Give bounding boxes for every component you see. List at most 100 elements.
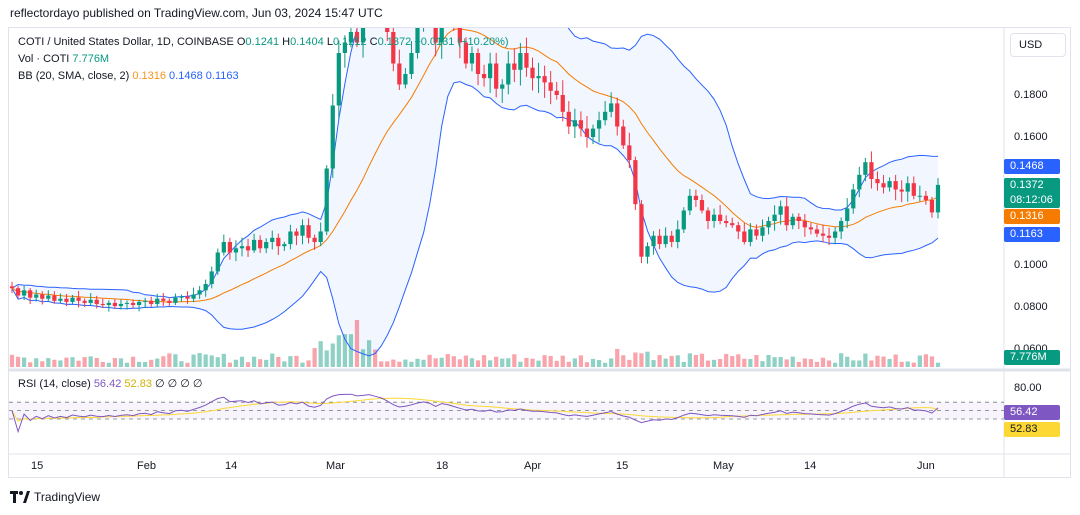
- time-tick: Mar: [326, 460, 345, 472]
- candle-body: [9, 286, 15, 289]
- time-tick: Jun: [917, 460, 935, 472]
- volume-bar: [21, 357, 27, 367]
- volume-bar: [911, 362, 916, 367]
- rsi-badge: 56.42: [1004, 405, 1060, 420]
- volume-bar: [869, 360, 874, 367]
- candle-body: [324, 168, 329, 232]
- volume-bar: [403, 359, 408, 367]
- volume-bar: [627, 359, 632, 367]
- tradingview-logo-icon: [10, 491, 30, 503]
- volume-bar: [615, 348, 620, 367]
- volume-bar: [802, 358, 807, 367]
- legend-bb-lower: 0.1163: [205, 70, 239, 82]
- candle-body: [875, 179, 880, 184]
- candle-body: [754, 229, 759, 236]
- volume-bar: [76, 360, 81, 367]
- volume-bar: [899, 361, 904, 367]
- footer-brand: TradingView: [34, 490, 101, 504]
- candle-body: [294, 231, 299, 236]
- volume-bar: [112, 358, 118, 367]
- countdown-value: 08:12:06: [1010, 194, 1053, 206]
- volume-bar: [736, 354, 741, 367]
- volume-bar: [572, 358, 577, 367]
- candle-body: [645, 246, 650, 257]
- candle-body: [742, 231, 747, 242]
- volume-bar: [881, 356, 886, 367]
- candle-body: [203, 284, 208, 291]
- legend-volume-row[interactable]: Vol · COTI 7.776M: [18, 53, 109, 65]
- candle-body: [560, 95, 565, 112]
- legend-rsi-extra: ∅ ∅ ∅ ∅: [155, 378, 203, 390]
- candle-body: [469, 53, 475, 64]
- volume-bar: [203, 354, 208, 367]
- candle-body: [784, 206, 789, 226]
- candle-body: [233, 248, 239, 253]
- volume-bar: [179, 361, 184, 367]
- candle-body: [639, 204, 644, 257]
- volume-bar: [457, 359, 462, 367]
- volume-bar: [34, 358, 39, 367]
- rsi-pane[interactable]: [9, 393, 1004, 434]
- volume-bar: [312, 348, 317, 367]
- candle-body: [657, 235, 662, 245]
- legend-rsi-row[interactable]: RSI (14, close) 56.42 52.83 ∅ ∅ ∅ ∅: [18, 377, 203, 390]
- volume-bar: [609, 358, 614, 367]
- candle-body: [94, 299, 99, 304]
- candle-body: [264, 242, 269, 249]
- candle-body: [270, 237, 275, 242]
- volume-bar: [421, 359, 426, 367]
- legend-change: +0.0131 (+10.20%): [414, 36, 509, 48]
- volume-bar: [276, 356, 281, 367]
- candle-body: [603, 111, 608, 121]
- candle-body: [621, 126, 626, 146]
- price-pane[interactable]: [9, 0, 941, 367]
- candle-body: [52, 295, 57, 301]
- volume-bar: [633, 352, 638, 367]
- volume-bar: [282, 361, 287, 367]
- candle-body: [21, 290, 27, 296]
- candle-body: [481, 74, 487, 79]
- candle-body: [851, 189, 856, 209]
- volume-bar: [270, 353, 275, 367]
- candle-body: [500, 84, 505, 89]
- volume-bar: [475, 360, 481, 367]
- candle-body: [143, 300, 148, 302]
- candle-body: [457, 28, 462, 43]
- bb-mid-badge: 0.1316: [1004, 209, 1060, 224]
- volume-bar: [149, 359, 154, 367]
- volume-bar: [711, 359, 717, 367]
- volume-bar: [143, 361, 148, 367]
- volume-bar: [336, 335, 341, 367]
- time-tick: 15: [31, 460, 44, 472]
- volume-bar: [124, 362, 130, 367]
- candle-body: [173, 297, 178, 303]
- volume-bar: [548, 356, 553, 367]
- volume-bar: [167, 353, 172, 367]
- candle-body: [887, 181, 892, 188]
- volume-bar: [730, 356, 735, 367]
- legend-bb-row[interactable]: BB (20, SMA, close, 2) 0.1316 0.1468 0.1…: [18, 70, 239, 82]
- candle-body: [191, 294, 196, 299]
- candle-body: [64, 298, 69, 302]
- chart-frame: [8, 27, 1071, 478]
- volume-bar: [488, 360, 493, 367]
- footer[interactable]: TradingView: [10, 490, 100, 504]
- volume-bar: [94, 357, 99, 367]
- volume-bar: [215, 357, 220, 367]
- candle-body: [106, 302, 111, 305]
- candle-body: [348, 32, 354, 43]
- volume-bar: [64, 357, 69, 367]
- volume-bar: [9, 354, 15, 367]
- candle-body: [748, 229, 753, 242]
- candle-body: [881, 183, 886, 188]
- volume-bar: [790, 356, 795, 367]
- legend-close-label: C: [369, 36, 378, 48]
- volume-bar: [778, 357, 783, 367]
- candle-body: [590, 128, 596, 137]
- volume-bar: [705, 360, 711, 367]
- currency-button[interactable]: USD: [1010, 33, 1066, 57]
- volume-bar: [554, 360, 559, 367]
- volume-bar: [754, 355, 759, 367]
- candle-body: [354, 32, 360, 43]
